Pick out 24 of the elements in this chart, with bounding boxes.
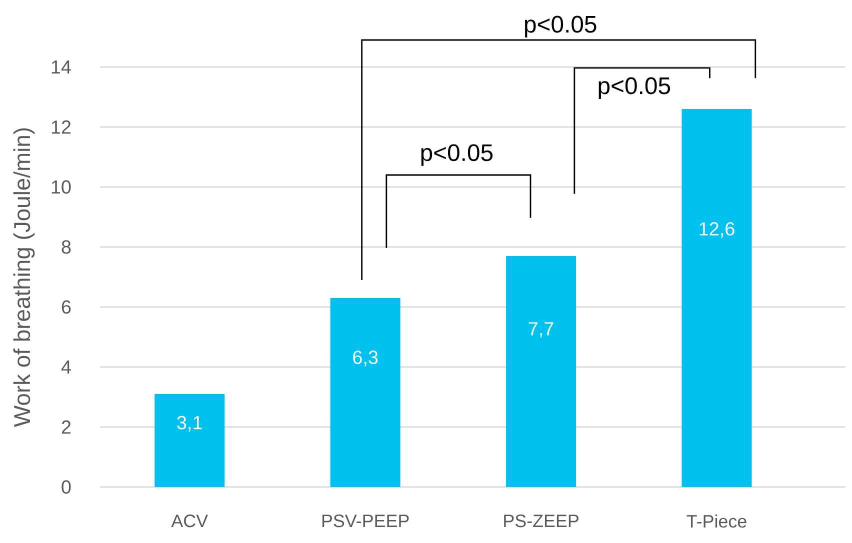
bar xyxy=(682,108,752,487)
data-label: 12,6 xyxy=(700,222,734,238)
data-label: 6,3 xyxy=(353,350,378,366)
x-tick-label: PS-ZEEP xyxy=(504,514,578,528)
bar xyxy=(506,256,576,487)
y-tick-label: 12 xyxy=(52,120,71,134)
y-tick-label: 14 xyxy=(52,60,71,74)
y-tick-label: 10 xyxy=(52,180,71,194)
y-tick-label: 6 xyxy=(62,300,71,314)
data-label: 7,7 xyxy=(528,322,554,338)
y-axis-title: Work of breathing (Joule/min) xyxy=(13,128,35,427)
y-tick-label: 4 xyxy=(61,360,71,374)
bar xyxy=(154,394,225,487)
y-tick-label: 0 xyxy=(62,480,71,494)
text: p<0.05 xyxy=(525,16,596,38)
y-tick-label: 2 xyxy=(62,420,71,434)
x-tick-label: PSV-PEEP xyxy=(322,514,409,528)
y-tick-label: 8 xyxy=(62,240,71,254)
x-tick-label: T-Piece xyxy=(686,514,746,528)
bar xyxy=(330,298,400,487)
annotation: p<0.05 xyxy=(598,77,670,99)
annotation: p<0.05 xyxy=(421,144,493,166)
data-label: 3,1 xyxy=(177,416,202,432)
x-tick-label: ACV xyxy=(171,514,208,528)
